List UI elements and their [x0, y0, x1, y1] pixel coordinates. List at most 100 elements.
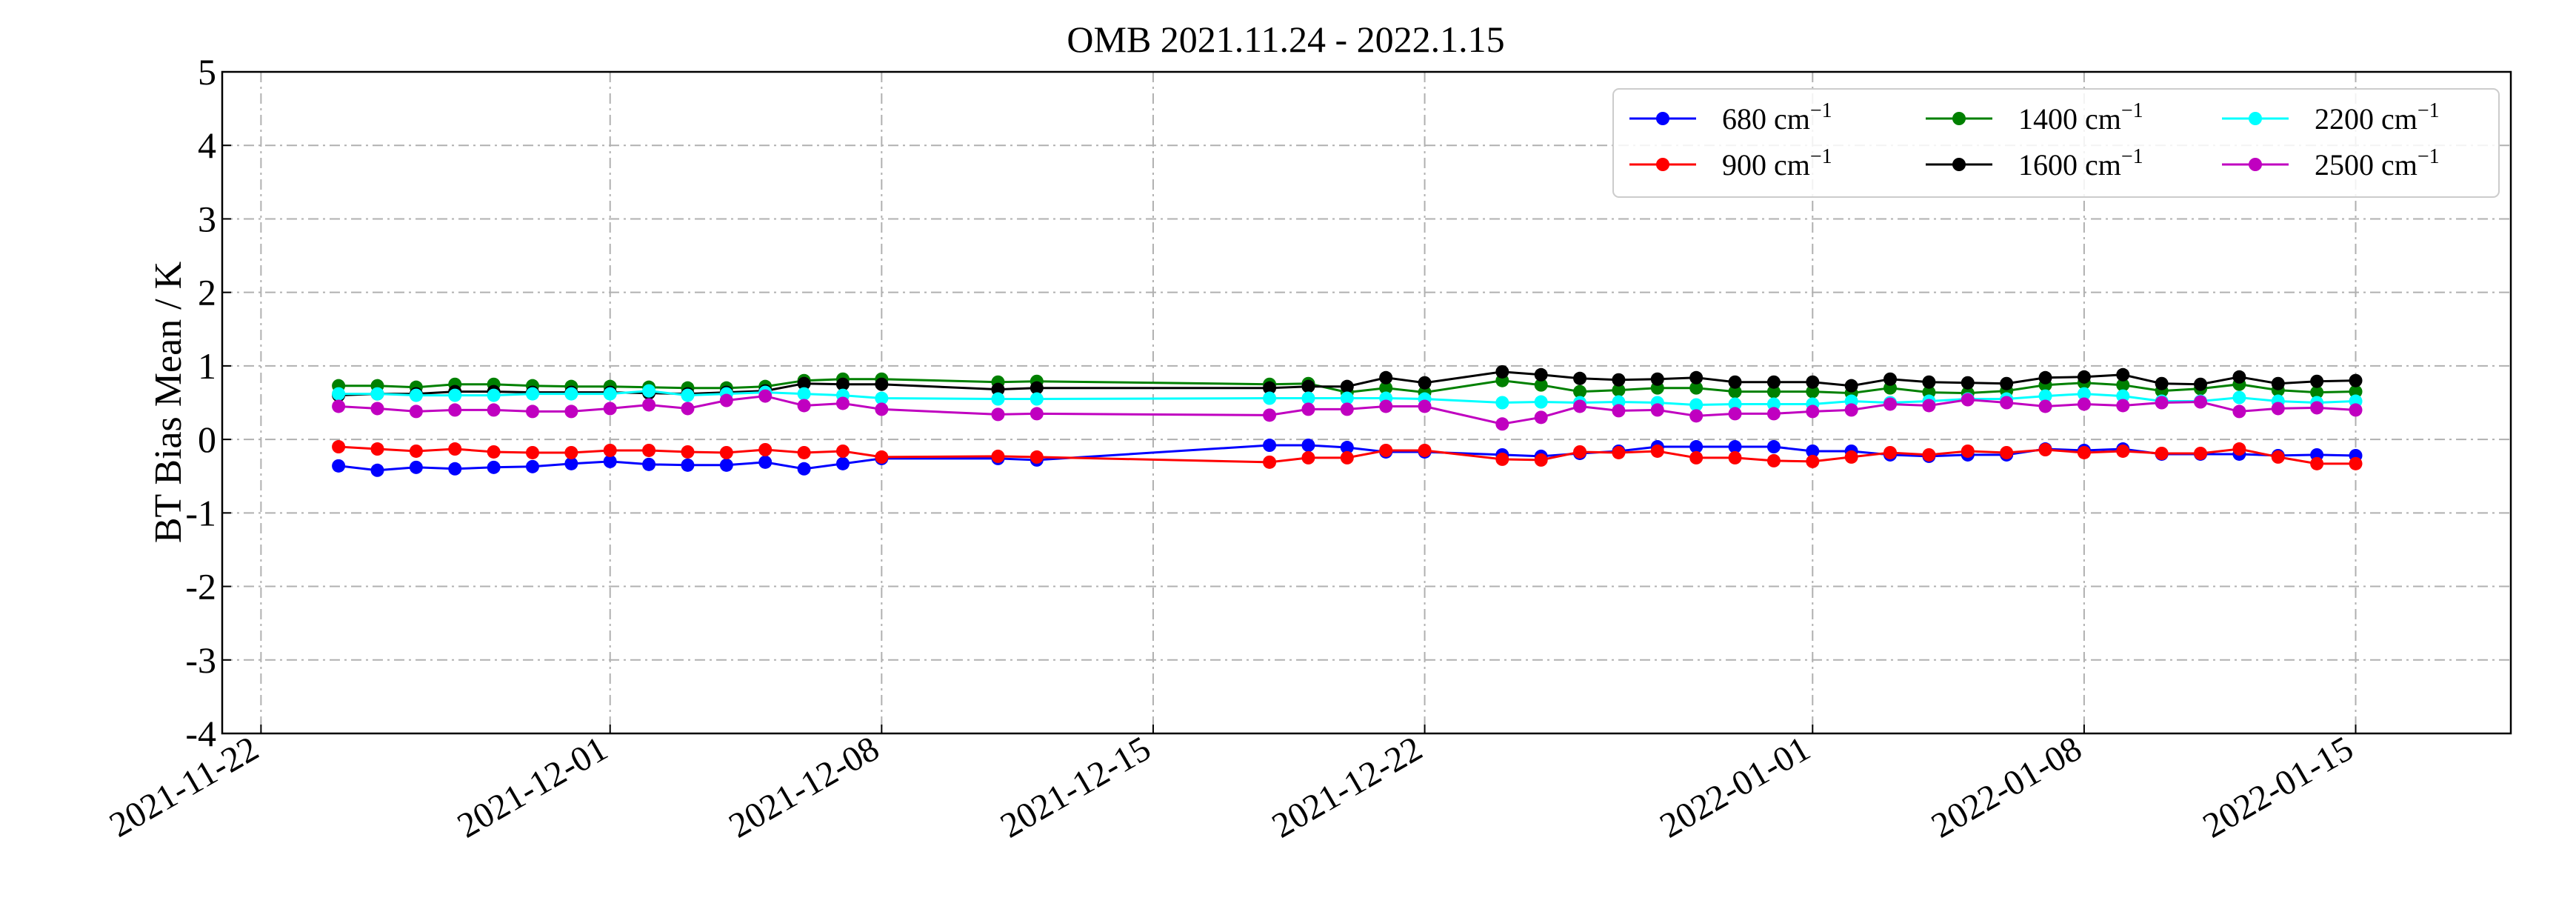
data-point-2500 — [797, 399, 811, 413]
legend-entry-2500: 2500 cm−1 — [2315, 145, 2440, 182]
data-point-900 — [1650, 444, 1664, 458]
data-point-900 — [1961, 444, 1975, 458]
data-point-900 — [2077, 445, 2091, 459]
data-point-1400 — [2310, 385, 2324, 399]
data-point-1600 — [1534, 367, 1548, 382]
data-point-2500 — [835, 396, 850, 410]
y-tick-label: -3 — [185, 639, 216, 681]
y-tick-label: 4 — [198, 124, 216, 166]
legend-box — [1612, 88, 2500, 198]
data-point-2200 — [2116, 389, 2130, 403]
legend-unit-exponent: −1 — [1810, 145, 1832, 168]
data-point-900 — [681, 445, 695, 459]
data-point-680 — [681, 458, 695, 472]
data-point-2500 — [1806, 405, 1820, 419]
data-point-900 — [1301, 450, 1315, 465]
data-point-2200 — [1495, 396, 1509, 410]
legend-unit: cm — [2381, 148, 2417, 182]
data-point-1400 — [1766, 385, 1781, 399]
data-point-2200 — [797, 387, 811, 401]
y-tick-label: 1 — [198, 345, 216, 387]
data-point-1600 — [1728, 375, 1742, 389]
data-point-1600 — [2232, 370, 2246, 384]
data-point-2200 — [525, 387, 539, 401]
chart-title: OMB 2021.11.24 - 2022.1.15 — [1067, 19, 1504, 60]
data-point-1400 — [1379, 381, 1393, 395]
data-point-900 — [1844, 450, 1858, 464]
data-point-2500 — [1650, 403, 1664, 417]
legend-unit: cm — [2085, 148, 2121, 182]
y-tick-label: -1 — [185, 492, 216, 533]
legend-marker-900 — [1656, 158, 1669, 171]
data-point-1600 — [1883, 372, 1898, 386]
legend-unit-exponent: −1 — [2417, 99, 2440, 122]
data-point-900 — [1922, 447, 1936, 462]
data-point-900 — [2271, 450, 2285, 464]
data-point-900 — [1534, 453, 1548, 467]
data-point-900 — [1263, 455, 1277, 469]
data-point-900 — [1766, 453, 1781, 467]
y-tick-label: 2 — [198, 272, 216, 313]
data-point-2500 — [1883, 397, 1898, 411]
data-point-900 — [1030, 450, 1044, 464]
data-point-2200 — [875, 391, 889, 405]
data-point-900 — [1612, 445, 1626, 459]
data-point-680 — [525, 459, 539, 473]
data-point-2500 — [603, 402, 617, 416]
data-point-900 — [719, 445, 733, 459]
data-point-1600 — [2194, 377, 2208, 391]
data-point-1600 — [2038, 370, 2052, 385]
data-point-2500 — [1961, 393, 1975, 407]
data-point-680 — [370, 463, 384, 477]
data-point-2500 — [2077, 397, 2091, 411]
legend-entry-680: 680 cm−1 — [1722, 99, 1832, 136]
data-point-2500 — [2038, 399, 2052, 413]
data-point-680 — [1806, 444, 1820, 458]
data-point-680 — [1340, 441, 1354, 455]
data-point-1600 — [2116, 367, 2130, 382]
data-point-1600 — [1418, 376, 1432, 390]
data-point-1600 — [1689, 370, 1704, 385]
data-point-1600 — [797, 376, 811, 390]
legend-marker-2200 — [2249, 112, 2262, 125]
data-point-1600 — [2310, 374, 2324, 388]
data-point-680 — [1689, 440, 1704, 454]
data-point-900 — [564, 445, 578, 459]
plot-frame — [221, 70, 2512, 735]
y-tick-label: 0 — [198, 419, 216, 460]
legend-label: 1400 — [2018, 102, 2085, 136]
legend-entry-900: 900 cm−1 — [1722, 145, 1832, 182]
data-point-900 — [1573, 445, 1587, 459]
data-point-1600 — [2077, 370, 2091, 384]
data-point-2500 — [719, 393, 733, 407]
data-point-2500 — [1379, 399, 1393, 413]
data-point-2500 — [1534, 410, 1548, 425]
data-point-680 — [758, 455, 773, 469]
data-point-900 — [1379, 443, 1393, 457]
data-point-2200 — [1263, 391, 1277, 405]
data-point-2500 — [564, 405, 578, 419]
legend-unit-exponent: −1 — [2417, 145, 2440, 168]
data-point-1600 — [1766, 375, 1781, 389]
data-point-1600 — [1301, 379, 1315, 393]
data-point-2200 — [2232, 390, 2246, 405]
data-point-2500 — [1418, 399, 1432, 413]
data-point-900 — [2310, 456, 2324, 470]
y-tick-label: -4 — [185, 713, 216, 754]
data-point-1400 — [2349, 385, 2363, 399]
data-point-2500 — [1573, 399, 1587, 413]
legend-unit-exponent: −1 — [2121, 99, 2143, 122]
data-point-900 — [2038, 443, 2052, 457]
data-point-1400 — [1689, 381, 1704, 395]
data-point-1600 — [1030, 381, 1044, 395]
data-point-900 — [2155, 446, 2169, 460]
data-point-900 — [1728, 450, 1742, 465]
y-tick-label: -2 — [185, 566, 216, 608]
data-point-680 — [1301, 439, 1315, 453]
data-point-1600 — [835, 377, 850, 391]
data-point-680 — [1766, 440, 1781, 454]
data-point-900 — [2116, 444, 2130, 458]
data-point-2500 — [332, 399, 346, 413]
x-tick-label: 2021-12-22 — [1266, 729, 1429, 846]
